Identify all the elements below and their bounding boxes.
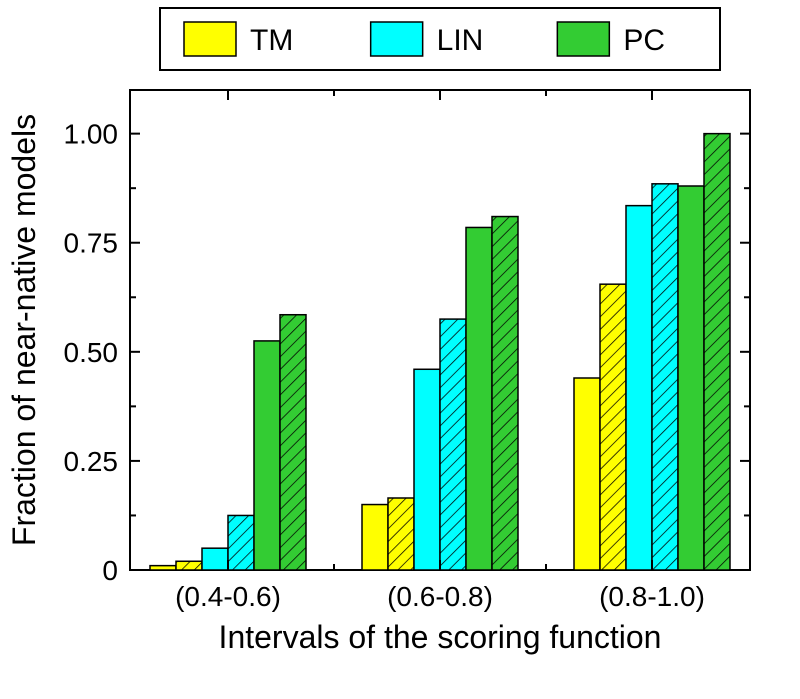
bar — [652, 184, 678, 570]
legend-swatch — [371, 22, 423, 56]
bar — [466, 227, 492, 570]
x-axis-label: Intervals of the scoring function — [219, 619, 662, 655]
y-axis-label: Fraction of near-native models — [6, 114, 42, 546]
legend-label: PC — [623, 24, 665, 57]
bar — [202, 548, 228, 570]
y-tick-label: 0.25 — [64, 446, 119, 477]
bar — [228, 515, 254, 570]
bar — [600, 284, 626, 570]
y-tick-label: 1.00 — [64, 119, 119, 150]
bar-chart: 0 0.25 0.50 0.75 1.00 (0.4-0.6) (0.6-0.8) (0.8-… — [0, 0, 800, 699]
bar — [362, 505, 388, 570]
bar — [280, 315, 306, 570]
bar — [492, 217, 518, 570]
bar — [150, 566, 176, 570]
bar — [704, 134, 730, 570]
legend-label: TM — [250, 24, 293, 57]
bar — [678, 186, 704, 570]
y-tick-label: 0 — [102, 555, 118, 586]
bar — [176, 561, 202, 570]
legend-label: LIN — [437, 24, 484, 57]
legend-swatch — [557, 22, 609, 56]
legend-swatch — [184, 22, 236, 56]
bar — [626, 206, 652, 570]
x-tick-label: (0.4-0.6) — [175, 581, 281, 612]
x-tick-label: (0.8-1.0) — [599, 581, 705, 612]
bar — [388, 498, 414, 570]
x-tick-label: (0.6-0.8) — [387, 581, 493, 612]
bar — [574, 378, 600, 570]
bar — [254, 341, 280, 570]
y-tick-label: 0.75 — [64, 228, 119, 259]
bar — [414, 369, 440, 570]
bar — [440, 319, 466, 570]
y-tick-label: 0.50 — [64, 337, 119, 368]
